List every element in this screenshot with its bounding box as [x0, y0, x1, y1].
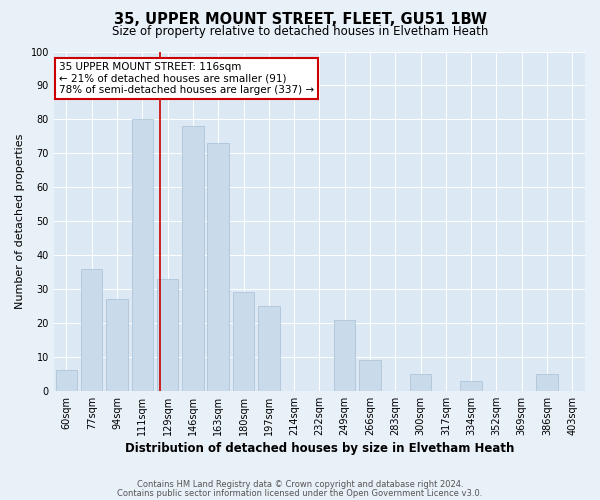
Text: Size of property relative to detached houses in Elvetham Heath: Size of property relative to detached ho…	[112, 25, 488, 38]
Bar	[258, 306, 280, 391]
Bar	[81, 268, 103, 391]
Bar	[131, 120, 153, 391]
Text: 35, UPPER MOUNT STREET, FLEET, GU51 1BW: 35, UPPER MOUNT STREET, FLEET, GU51 1BW	[113, 12, 487, 28]
Bar	[157, 279, 178, 391]
Bar	[106, 299, 128, 391]
Y-axis label: Number of detached properties: Number of detached properties	[15, 134, 25, 309]
Bar	[460, 380, 482, 391]
Bar	[208, 143, 229, 391]
Text: Contains public sector information licensed under the Open Government Licence v3: Contains public sector information licen…	[118, 488, 482, 498]
Bar	[359, 360, 381, 391]
Bar	[182, 126, 203, 391]
Text: 35 UPPER MOUNT STREET: 116sqm
← 21% of detached houses are smaller (91)
78% of s: 35 UPPER MOUNT STREET: 116sqm ← 21% of d…	[59, 62, 314, 95]
Bar	[56, 370, 77, 391]
Text: Contains HM Land Registry data © Crown copyright and database right 2024.: Contains HM Land Registry data © Crown c…	[137, 480, 463, 489]
Bar	[334, 320, 355, 391]
Bar	[536, 374, 558, 391]
Bar	[410, 374, 431, 391]
X-axis label: Distribution of detached houses by size in Elvetham Heath: Distribution of detached houses by size …	[125, 442, 514, 455]
Bar	[233, 292, 254, 391]
